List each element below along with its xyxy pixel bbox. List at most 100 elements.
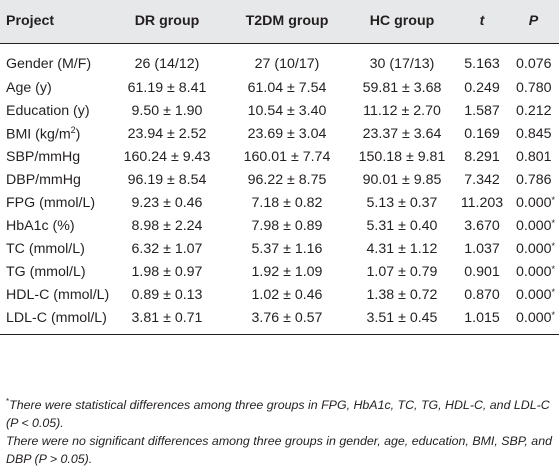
cell-dr-group: 9.23 ± 0.46 (131, 194, 203, 211)
cell-hc-group: 1.38 ± 0.72 (366, 286, 438, 303)
cell-t: 1.015 (456, 306, 508, 335)
cell-hc-group: 3.51 ± 0.45 (348, 306, 456, 335)
cell-t2dm-group: 7.98 ± 0.89 (251, 217, 323, 234)
cell-t2dm-group: 160.01 ± 7.74 (243, 148, 331, 165)
table-row: TC (mmol/L) 6.32 ± 1.07 5.37 ± 1.16 4.31 ± … (0, 237, 559, 260)
cell-hc-group: 59.81 ± 3.68 (362, 79, 442, 96)
cell-t2dm-group: 7.18 ± 0.82 (251, 194, 323, 211)
header-hc-group: HC group (348, 0, 456, 44)
cell-hc-group: 23.37 ± 3.64 (362, 125, 442, 142)
cell-dr-group: 160.24 ± 9.43 (123, 148, 211, 165)
cell-t: 0.169 (464, 125, 500, 142)
table-row: FPG (mmol/L) 9.23 ± 0.46 7.18 ± 0.82 5.13 ±… (0, 191, 559, 214)
cell-dr-group: 0.89 ± 0.13 (131, 286, 203, 303)
table-row: HbA1c (%) 8.98 ± 2.24 7.98 ± 0.89 5.31 ± 0.… (0, 214, 559, 237)
table-row: LDL-C (mmol/L) 3.81 ± 0.71 3.76 ± 0.57 3.51… (0, 306, 559, 335)
cell-t2dm-group: 23.69 ± 3.04 (247, 125, 327, 142)
cell-t2dm-group: 10.54 ± 3.40 (247, 102, 327, 119)
cell-dr-group: 26 (14/12) (134, 55, 200, 72)
cell-project: HDL-C (mmol/L) (6, 286, 110, 303)
table-row: HDL-C (mmol/L) 0.89 ± 0.13 1.02 ± 0.46 1.38… (0, 283, 559, 306)
header-dr-group: DR group (108, 0, 226, 44)
significance-marker: * (551, 286, 556, 297)
header-project: Project (0, 0, 108, 44)
table-row: Age (y) 61.19 ± 8.41 61.04 ± 7.54 59.81 ± 3… (0, 76, 559, 99)
cell-dr-group: 6.32 ± 1.07 (131, 240, 203, 257)
table-header: Project DR group T2DM group HC group t P (0, 0, 559, 44)
cell-t: 1.587 (464, 102, 500, 119)
significance-marker: * (551, 240, 556, 251)
cell-dr-group: 3.81 ± 0.71 (108, 306, 226, 335)
cell-hc-group: 1.07 ± 0.79 (366, 263, 438, 280)
cell-t2dm-group: 1.02 ± 0.46 (251, 286, 323, 303)
cell-dr-group: 9.50 ± 1.90 (131, 102, 203, 119)
cell-t: 5.163 (464, 55, 500, 72)
cell-hc-group: 5.31 ± 0.40 (366, 217, 438, 234)
table-row: Gender (M/F) 26 (14/12) 27 (10/17) 30 (17/1… (0, 43, 559, 76)
cell-t: 0.249 (464, 79, 500, 96)
header-t2dm-group: T2DM group (226, 0, 348, 44)
footnote-marker: * (6, 397, 10, 406)
cell-t: 7.342 (464, 171, 500, 188)
cell-hc-group: 150.18 ± 9.81 (358, 148, 446, 165)
cell-p: 0.000* (516, 240, 556, 257)
cell-project: HbA1c (%) (6, 217, 75, 234)
cell-project: FPG (mmol/L) (6, 194, 96, 211)
cell-dr-group: 8.98 ± 2.24 (131, 217, 203, 234)
cell-p: 0.000* (516, 286, 556, 303)
footnote-2: There were no significant differences am… (6, 434, 552, 466)
cell-project: BMI (kg/m2) (6, 124, 81, 143)
significance-marker: * (551, 309, 556, 320)
cell-p: 0.845 (516, 125, 552, 142)
cell-project: TC (mmol/L) (6, 240, 85, 257)
cell-t: 11.203 (460, 194, 504, 211)
cell-hc-group: 5.13 ± 0.37 (366, 194, 438, 211)
cell-t: 3.670 (464, 217, 500, 234)
cell-hc-group: 90.01 ± 9.85 (362, 171, 442, 188)
cell-t: 8.291 (464, 148, 500, 165)
cell-dr-group: 96.19 ± 8.54 (127, 171, 207, 188)
cell-p: 0.000* (516, 194, 556, 211)
footnote-1-text: There were statistical differences among… (6, 398, 550, 430)
table-row: DBP/mmHg 96.19 ± 8.54 96.22 ± 8.75 90.01 ± … (0, 168, 559, 191)
header-row: Project DR group T2DM group HC group t P (0, 0, 559, 44)
cell-p: 0.212 (516, 102, 552, 119)
significance-marker: * (551, 194, 556, 205)
cell-p: 0.780 (516, 79, 552, 96)
cell-project: TG (mmol/L) (6, 263, 86, 280)
cell-hc-group: 11.12 ± 2.70 (363, 102, 441, 119)
cell-dr-group: 1.98 ± 0.97 (131, 263, 203, 280)
cell-project: Age (y) (6, 79, 52, 96)
cell-t2dm-group: 96.22 ± 8.75 (247, 171, 327, 188)
cell-dr-group: 23.94 ± 2.52 (127, 125, 207, 142)
significance-marker: * (551, 263, 556, 274)
header-t: t (456, 0, 508, 44)
cell-p: 0.076 (516, 55, 552, 72)
cell-t2dm-group: 3.76 ± 0.57 (226, 306, 348, 335)
cell-project: Gender (M/F) (6, 55, 92, 72)
cell-project: SBP/mmHg (6, 148, 81, 165)
cell-t2dm-group: 1.92 ± 1.09 (251, 263, 323, 280)
cell-t2dm-group: 5.37 ± 1.16 (251, 240, 323, 257)
cell-project: LDL-C (mmol/L) (0, 306, 108, 335)
cell-dr-group: 61.19 ± 8.41 (127, 79, 207, 96)
cell-t2dm-group: 61.04 ± 7.54 (247, 79, 327, 96)
cell-p: 0.000* (516, 263, 556, 280)
table-body: Gender (M/F) 26 (14/12) 27 (10/17) 30 (17/1… (0, 43, 559, 335)
table-row: TG (mmol/L) 1.98 ± 0.97 1.92 ± 1.09 1.07 ± … (0, 260, 559, 283)
cell-hc-group: 4.31 ± 1.12 (366, 240, 438, 257)
footnotes: *There were statistical differences amon… (6, 393, 556, 468)
significance-marker: * (551, 217, 556, 228)
cell-p: 0.000* (508, 306, 559, 335)
cell-t2dm-group: 27 (10/17) (254, 55, 320, 72)
cell-p: 0.786 (516, 171, 552, 188)
cell-project: Education (y) (6, 102, 90, 119)
cell-p: 0.000* (516, 217, 556, 234)
cell-t: 0.870 (464, 286, 500, 303)
table-row: SBP/mmHg 160.24 ± 9.43 160.01 ± 7.74 150.18… (0, 145, 559, 168)
footnote-1: *There were statistical differences amon… (6, 393, 556, 432)
header-p: P (508, 0, 559, 44)
cell-hc-group: 30 (17/13) (369, 55, 435, 72)
cell-t: 1.037 (464, 240, 500, 257)
